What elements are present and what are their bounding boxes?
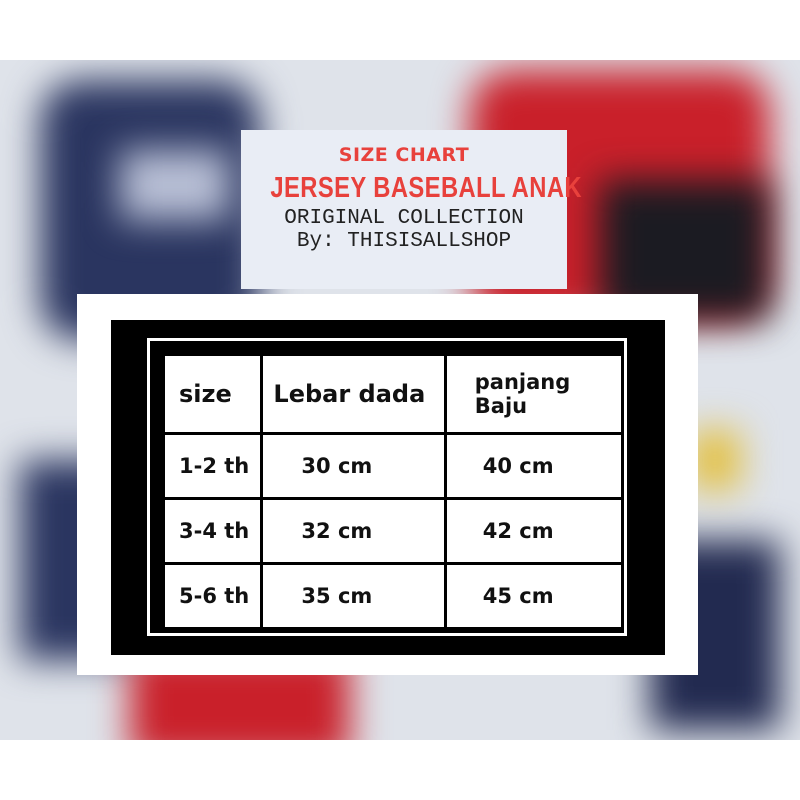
size-chart-inner-border: size Lebar dada panjang Baju 1-2 th 30 cm… <box>147 338 627 636</box>
header-length: panjang Baju <box>443 353 625 435</box>
cell-length: 45 cm <box>443 562 625 630</box>
header-chest-width: Lebar dada <box>260 353 447 435</box>
cell-chest-width: 30 cm <box>260 432 447 500</box>
blurred-yellow <box>690 430 740 490</box>
collection-label: ORIGINAL COLLECTION <box>284 207 524 230</box>
size-chart-label: SIZE CHART <box>338 144 470 166</box>
cell-size: 5-6 th <box>161 562 264 630</box>
cell-chest-width: 32 cm <box>260 497 447 565</box>
shop-label: By: THISISALLSHOP <box>296 230 512 253</box>
cell-size: 3-4 th <box>161 497 264 565</box>
cell-length: 42 cm <box>443 497 625 565</box>
blurred-logo <box>120 150 230 220</box>
cell-chest-width: 35 cm <box>260 562 447 630</box>
header-length-line1: panjang <box>474 370 571 394</box>
size-chart-frame: size Lebar dada panjang Baju 1-2 th 30 cm… <box>111 320 665 655</box>
size-table: size Lebar dada panjang Baju 1-2 th 30 cm… <box>161 353 625 630</box>
cell-length: 40 cm <box>443 432 625 500</box>
cell-size: 1-2 th <box>161 432 264 500</box>
table-row: 3-4 th 32 cm 42 cm <box>161 497 625 565</box>
table-row: 5-6 th 35 cm 45 cm <box>161 562 625 630</box>
table-header-row: size Lebar dada panjang Baju <box>161 353 625 435</box>
table-row: 1-2 th 30 cm 40 cm <box>161 432 625 500</box>
header-size: size <box>161 353 264 435</box>
size-chart-card: size Lebar dada panjang Baju 1-2 th 30 cm… <box>77 294 698 675</box>
title-banner: SIZE CHART JERSEY BASEBALL ANAK ORIGINAL… <box>241 130 583 289</box>
header-length-line2: Baju <box>474 394 528 418</box>
product-title: JERSEY BASEBALL ANAK <box>270 172 583 204</box>
